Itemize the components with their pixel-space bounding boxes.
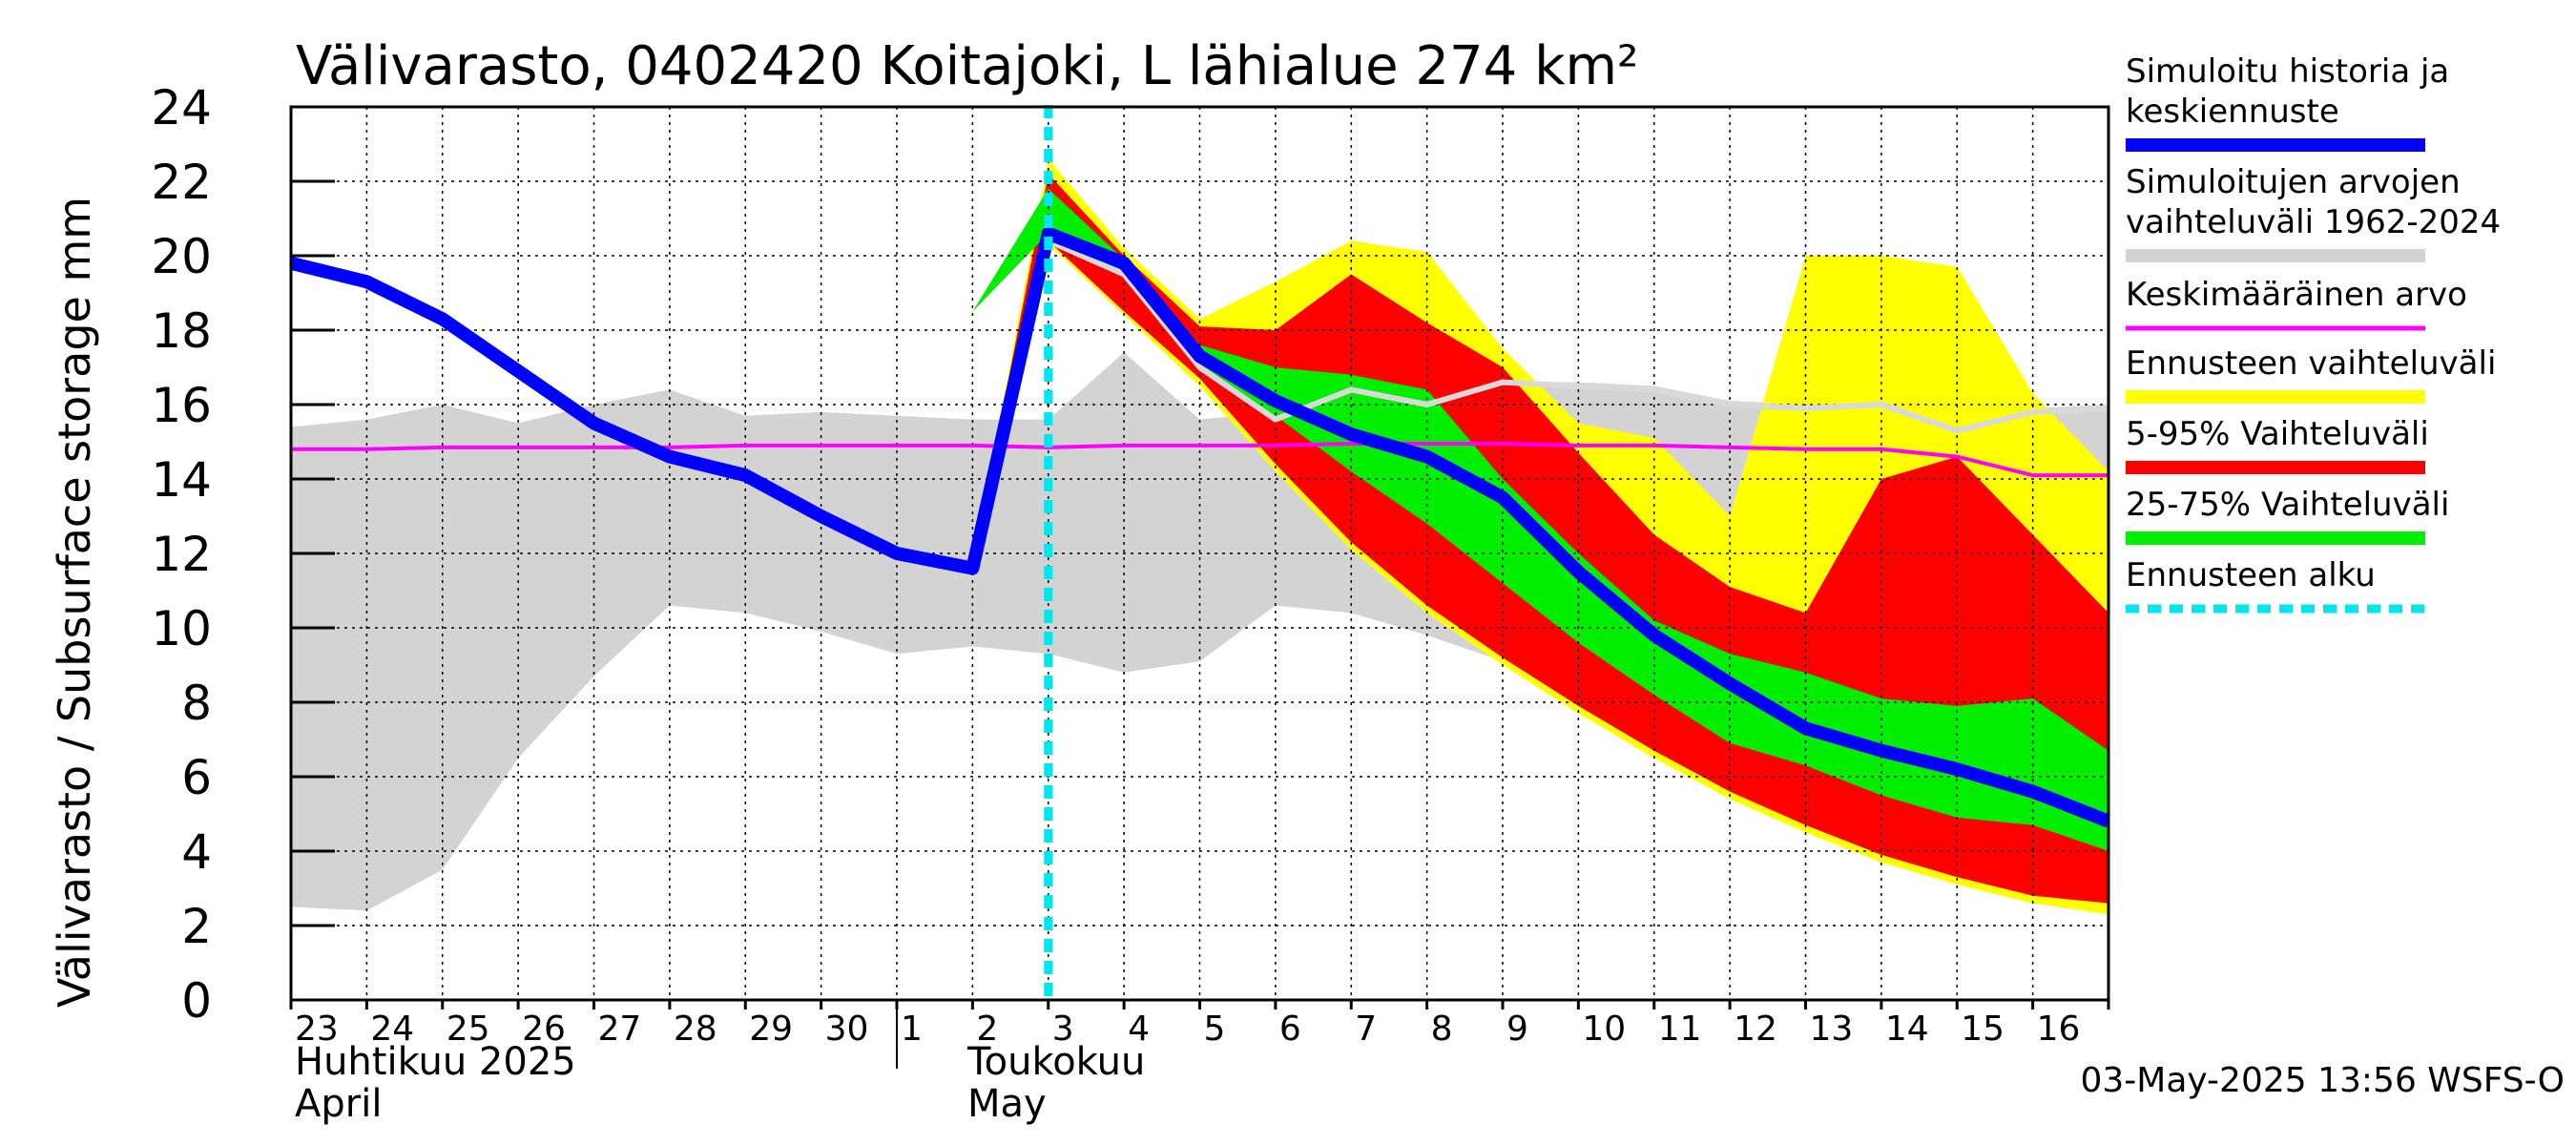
x-day-label: 6 <box>1279 1010 1301 1049</box>
x-day-label: 28 <box>674 1010 717 1049</box>
x-day-label: 15 <box>1961 1010 2005 1049</box>
x-day-label: 4 <box>1128 1010 1150 1049</box>
legend-label: Ennusteen vaihteluväli <box>2126 344 2496 383</box>
chart-title: Välivarasto, 0402420 Koitajoki, L lähial… <box>296 35 1639 97</box>
series-mean-line <box>291 441 2109 478</box>
y-tick-label: 2 <box>181 899 212 954</box>
x-day-label: 7 <box>1355 1010 1377 1049</box>
y-tick-label: 18 <box>151 303 212 359</box>
x-day-label: 10 <box>1582 1010 1626 1049</box>
x-day-label: 13 <box>1810 1010 1854 1049</box>
legend-label: vaihteluväli 1962-2024 <box>2126 203 2501 241</box>
x-day-label: 2 <box>976 1010 998 1049</box>
y-tick-label: 8 <box>181 676 212 731</box>
legend-entry: Ennusteen alku <box>2126 556 2425 614</box>
legend-label: Keskimääräinen arvo <box>2126 276 2467 314</box>
y-tick-label: 12 <box>151 527 212 582</box>
y-tick-label: 14 <box>151 452 212 508</box>
legend-label: 5-95% Vaihteluväli <box>2126 415 2429 453</box>
month-label-english: April <box>295 1082 382 1126</box>
legend-label: keskiennuste <box>2126 93 2339 131</box>
legend-entry: Keskimääräinen arvo <box>2126 276 2467 331</box>
x-day-label: 24 <box>370 1010 414 1049</box>
x-day-label: 29 <box>749 1010 793 1049</box>
x-day-label: 8 <box>1431 1010 1453 1049</box>
y-tick-label: 20 <box>151 229 212 284</box>
x-day-label: 12 <box>1734 1010 1777 1049</box>
x-day-label: 27 <box>598 1010 642 1049</box>
legend-label: Simuloitujen arvojen <box>2126 163 2461 201</box>
y-tick-label: 0 <box>181 973 212 1029</box>
x-day-label: 26 <box>522 1010 566 1049</box>
x-day-label: 23 <box>295 1010 339 1049</box>
y-tick-label: 24 <box>151 80 212 135</box>
legend-entry: 5-95% Vaihteluväli <box>2126 415 2429 474</box>
x-day-label: 1 <box>901 1010 923 1049</box>
x-day-label: 25 <box>447 1010 490 1049</box>
y-tick-label: 10 <box>151 601 212 656</box>
month-label: Huhtikuu 2025 <box>295 1040 576 1084</box>
x-day-label: 3 <box>1052 1010 1074 1049</box>
month-label-english: May <box>967 1082 1047 1126</box>
x-day-label: 16 <box>2037 1010 2081 1049</box>
y-tick-label: 16 <box>151 378 212 433</box>
legend-entry: 25-75% Vaihteluväli <box>2126 486 2449 545</box>
x-day-label: 5 <box>1204 1010 1226 1049</box>
x-day-label: 9 <box>1506 1010 1528 1049</box>
month-label: Toukokuu <box>966 1040 1145 1084</box>
legend-entry: Ennusteen vaihteluväli <box>2126 344 2496 404</box>
x-day-label: 30 <box>825 1010 869 1049</box>
series-simulated-line <box>291 226 2109 828</box>
y-tick-label: 6 <box>181 750 212 805</box>
timestamp: 03-May-2025 13:56 WSFS-O <box>2080 1061 2565 1100</box>
legend-label: Ennusteen alku <box>2126 556 2376 594</box>
y-tick-label: 22 <box>151 155 212 210</box>
series-median-line <box>1047 238 2109 434</box>
x-day-label: 11 <box>1658 1010 1702 1049</box>
x-day-label: 14 <box>1885 1010 1929 1049</box>
y-axis-label: Välivarasto / Subsurface storage mm <box>49 197 100 1008</box>
plot-clip-group <box>291 107 2109 1000</box>
legend-label: 25-75% Vaihteluväli <box>2126 486 2449 524</box>
y-tick-label: 4 <box>181 824 212 880</box>
legend: Simuloitu historia jakeskiennusteSimuloi… <box>2126 52 2501 614</box>
legend-label: Simuloitu historia ja <box>2126 52 2449 91</box>
